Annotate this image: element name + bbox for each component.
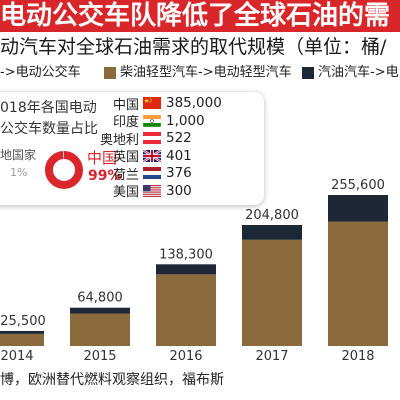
donut-main-label: 中国	[87, 149, 118, 167]
country-name: 美国	[112, 185, 139, 200]
bar-segment-2018-1	[328, 195, 388, 222]
source-note: 博，欧洲替代燃料观察组织，福布斯	[0, 372, 224, 388]
chart-subtitle: 动汽车对全球石油需求的取代规模（单位：桶/	[0, 36, 387, 58]
donut-slice-other	[45, 151, 83, 189]
india-flag-icon	[143, 114, 161, 127]
bar-segment-2017-1	[242, 225, 302, 240]
donut-slice-china	[45, 151, 83, 189]
bar-segment-2016-1	[156, 264, 216, 275]
bar-value-label: 25,500	[0, 314, 46, 329]
bar-segment-2016-0	[156, 274, 216, 346]
donut-main-percent: 99%	[88, 168, 122, 184]
china-flag-icon	[143, 97, 161, 109]
bar-segment-2014-1	[0, 330, 44, 334]
title-banner: 电动公交车队降低了全球石油的需	[0, 0, 400, 32]
country-name: 英国	[112, 150, 139, 165]
bar-value-labels: 25,500 64,800 138,300 204,800 255,600	[0, 178, 385, 329]
bar-value-label: 138,300	[159, 247, 213, 262]
legend-label-gasoline: 汽油汽车->电	[318, 65, 399, 80]
legend-swatch-gasoline	[302, 67, 314, 79]
inset-title-line-1: 018年各国电动	[0, 100, 97, 116]
bar-value-label: 255,600	[331, 178, 385, 193]
uk-flag-icon	[143, 149, 161, 162]
bar-segment-2015-0	[70, 313, 130, 346]
country-value: 385,000	[166, 95, 222, 111]
x-tick-label: 2017	[255, 349, 288, 364]
legend-swatch-light-vehicle	[104, 67, 116, 79]
country-row: 印度 1,000	[96, 112, 205, 131]
inset-title-line-2: 公交车数量占比	[0, 121, 98, 137]
share-donut-chart	[45, 151, 83, 189]
x-axis-labels: 2014 2015 2016 2017 2018	[0, 349, 374, 364]
country-value: 1,000	[166, 112, 205, 129]
country-share-inset: 018年各国电动 公交车数量占比 地国家 1% 中国 99% 中国 385,00…	[0, 92, 264, 205]
usa-flag-icon	[143, 184, 161, 197]
netherlands-flag-icon	[143, 167, 161, 179]
country-value: 522	[166, 130, 192, 146]
bar-value-label: 64,800	[77, 291, 123, 306]
bar-value-label: 204,800	[245, 208, 299, 223]
country-row: 奥地利 522	[96, 130, 192, 148]
country-value: 401	[166, 147, 192, 164]
x-tick-label: 2014	[0, 349, 33, 364]
country-row: 美国 300	[96, 182, 192, 201]
country-name: 印度	[112, 115, 139, 130]
legend-label-bus: ->电动公交车	[0, 65, 81, 80]
austria-flag-icon	[143, 132, 161, 144]
bar-segment-2015-1	[70, 307, 130, 314]
country-value: 376	[166, 165, 192, 181]
legend-label-light-vehicle: 柴油轻型汽车->电动轻型汽车	[120, 65, 292, 80]
x-tick-label: 2018	[341, 349, 374, 364]
x-tick-label: 2015	[83, 349, 116, 364]
country-row: 中国 385,000	[96, 95, 222, 113]
x-tick-label: 2016	[169, 349, 202, 364]
country-name: 奥地利	[99, 132, 139, 148]
bar-series-group	[0, 195, 388, 346]
country-name: 中国	[112, 97, 139, 113]
bar-segment-2017-0	[242, 239, 302, 346]
country-name: 荷兰	[112, 167, 139, 183]
bar-segment-2018-0	[328, 221, 388, 346]
country-row: 荷兰 376	[96, 165, 192, 183]
country-row: 英国 401	[96, 147, 192, 166]
bar-segment-2014-0	[0, 333, 44, 346]
country-value: 300	[166, 182, 192, 199]
donut-other-label: 地国家	[0, 148, 37, 162]
page-title: 电动公交车队降低了全球石油的需	[0, 1, 391, 31]
donut-other-percent: 1%	[10, 166, 28, 179]
